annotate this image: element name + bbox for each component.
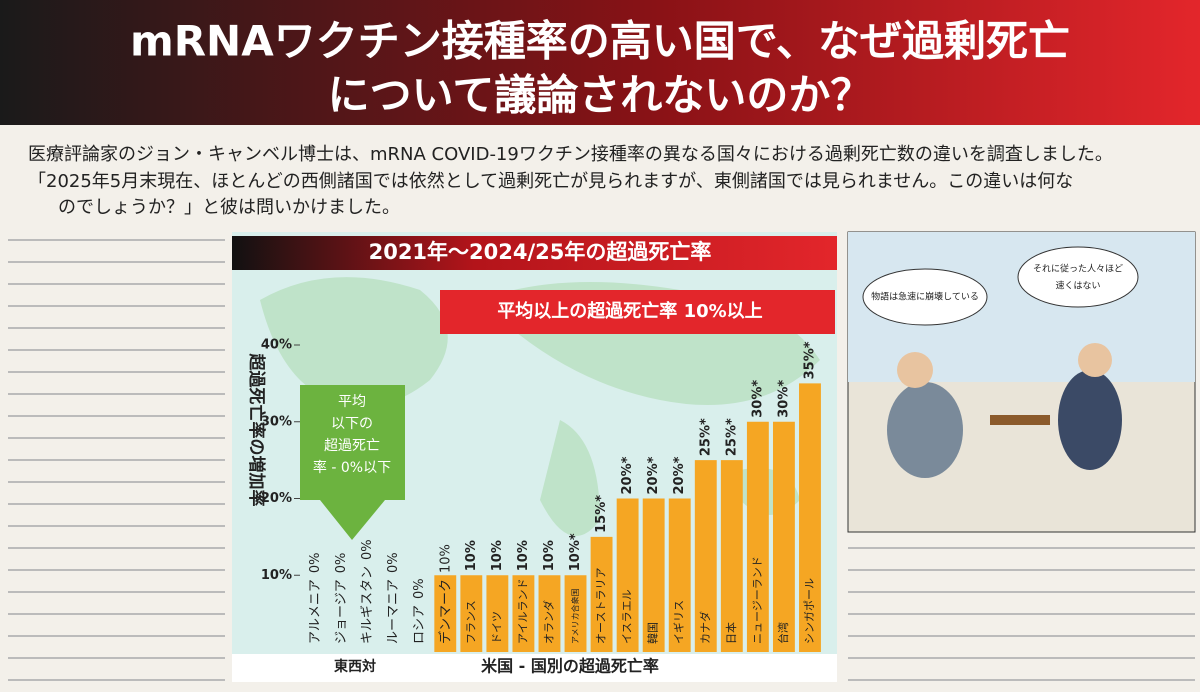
figure-right (1058, 370, 1122, 470)
intro-line: 医療評論家のジョン・キャンベル博士は、mRNA COVID-19ワクチン接種率の… (28, 144, 1113, 165)
category-label: キルギスタン 0% (360, 539, 375, 644)
value-label: 15%* (594, 495, 609, 533)
below-average-label: 平均 (338, 394, 366, 410)
title-line: について議論されないのか？ (328, 71, 873, 120)
below-average-box (300, 385, 405, 540)
above-average-banner (440, 290, 835, 334)
value-label: 0% (412, 578, 427, 599)
above-average-label: 平均以上の超過死亡率 10%以上 (497, 300, 762, 322)
chart-title-band (232, 236, 837, 270)
bubble-text: それに従った人々ほど (1033, 263, 1123, 275)
value-label: 0% (386, 552, 401, 573)
category-label: ロシア 0% (412, 578, 427, 644)
category-label: オーストラリア (595, 568, 608, 644)
intro-line: 「2025年5月末現在、ほとんどの西側諸国では依然として過剰死亡が見られますが、… (28, 171, 1073, 192)
value-label: 10% (542, 540, 557, 571)
bar-chart: 10% 20% 30% 40% アルメニア 0% ジョージア 0% キルギスタン 0% ルーマニア 0… (261, 338, 821, 652)
value-label: 10% (438, 544, 453, 573)
bar (486, 575, 509, 652)
newspaper-columns (8, 239, 1195, 681)
intro-line: のでしょうか？」と彼は問いかけました。 (58, 197, 400, 218)
figure-left (887, 382, 963, 478)
bubble-text: 物語は急速に崩壊している (871, 291, 979, 303)
bar (590, 536, 613, 652)
category-label: ニュージーランド (751, 556, 764, 644)
bar (746, 421, 769, 652)
y-tick-label: 30% (261, 414, 292, 429)
y-tick-label: 10% (261, 568, 292, 583)
value-label: 30%* (776, 380, 791, 418)
figure-head (1078, 343, 1112, 377)
speech-bubble (1017, 246, 1139, 308)
value-label: 0% (334, 553, 349, 574)
figure-head (897, 352, 933, 388)
map-land (260, 277, 820, 536)
bar (512, 575, 535, 652)
below-average-label: 超過死亡 (324, 438, 380, 454)
table (990, 415, 1050, 425)
category-name: ルーマニア (386, 579, 401, 644)
category-label: アルメニア 0% (308, 553, 323, 645)
chart-title: 2021年～2024/25年の超過死亡率 (369, 240, 712, 264)
value-label: 20%* (672, 456, 687, 494)
category-label: アメリカ合衆国 (570, 588, 580, 644)
y-tick-label: 40% (261, 338, 292, 353)
category-name: キルギスタン (360, 566, 375, 644)
bar (460, 575, 483, 652)
category-label: アイルランド (516, 579, 529, 644)
category-label: ジョージア 0% (334, 553, 349, 644)
value-label: 10% (490, 540, 505, 571)
value-label: 0% (308, 553, 323, 574)
west-label: 米国 - 国別の超過死亡率 (481, 657, 659, 676)
bar (668, 498, 691, 652)
value-label: 10%* (568, 533, 583, 571)
category-label: 台湾 (776, 622, 790, 644)
bar (694, 460, 717, 652)
bar (642, 498, 665, 652)
category-label: シンガポール (803, 578, 816, 644)
category-label: イスラエル (621, 589, 634, 644)
category-name: アルメニア (308, 579, 323, 644)
category-label: カナダ (698, 611, 712, 644)
category-name: デンマーク (437, 579, 453, 644)
title-line: mRNAワクチン接種率の高い国で、なぜ過剰死亡 (130, 17, 1070, 66)
header-band (0, 0, 1200, 125)
y-tick-label: 20% (261, 491, 292, 506)
value-label: 20%* (646, 456, 661, 494)
y-axis-label: 超過死亡率の増加率 (246, 354, 267, 507)
bar (720, 460, 743, 652)
bar (434, 575, 457, 652)
below-average-label: 以下の (331, 416, 373, 432)
category-label: ルーマニア 0% (386, 552, 401, 644)
value-label: 0% (360, 539, 375, 560)
bubble-text: 速くはない (1055, 281, 1100, 292)
value-label: 25%* (724, 418, 739, 456)
below-average-label: 率 - 0%以下 (313, 459, 391, 476)
category-label: 韓国 (647, 622, 660, 644)
value-label: 35%* (802, 341, 817, 379)
category-label: デンマーク 10% (437, 544, 453, 644)
value-label: 10% (464, 540, 479, 571)
value-label: 10% (516, 540, 531, 571)
bar (799, 383, 821, 652)
value-label: 30%* (750, 380, 765, 418)
bar (616, 498, 639, 652)
value-label: 20%* (620, 456, 635, 494)
bar (772, 421, 795, 652)
category-label: フランス (464, 600, 477, 644)
category-name: ジョージア (334, 579, 349, 644)
category-label: ドイツ (490, 611, 503, 644)
bar (538, 575, 561, 652)
category-label: イギリス (673, 600, 686, 644)
east-label: 東西対 (334, 658, 376, 675)
category-label: 日本 (724, 622, 738, 644)
speech-bubble (862, 268, 988, 326)
bar (564, 575, 587, 652)
category-name: ロシア (412, 605, 427, 644)
value-label: 25%* (698, 418, 713, 456)
x-label-band (232, 654, 837, 682)
category-label: オランダ (541, 600, 555, 644)
